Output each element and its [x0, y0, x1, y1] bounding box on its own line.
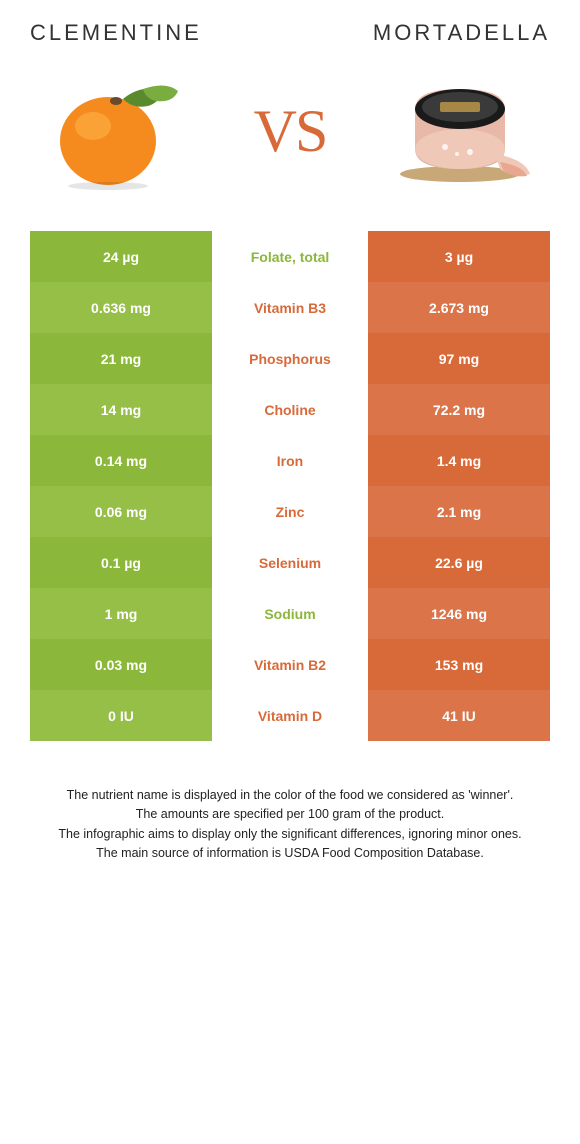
- nutrient-label: Choline: [212, 384, 368, 435]
- left-food-title: CLEMENTINE: [30, 20, 202, 46]
- footer-notes: The nutrient name is displayed in the co…: [30, 786, 550, 864]
- right-value: 22.6 µg: [368, 537, 550, 588]
- right-value: 3 µg: [368, 231, 550, 282]
- table-row: 21 mgPhosphorus97 mg: [30, 333, 550, 384]
- right-value: 72.2 mg: [368, 384, 550, 435]
- footer-line: The main source of information is USDA F…: [35, 844, 545, 863]
- images-row: VS: [30, 71, 550, 191]
- right-value: 41 IU: [368, 690, 550, 741]
- table-row: 0 IUVitamin D41 IU: [30, 690, 550, 741]
- left-value: 0.14 mg: [30, 435, 212, 486]
- clementine-image: [40, 71, 195, 191]
- right-value: 97 mg: [368, 333, 550, 384]
- left-value: 1 mg: [30, 588, 212, 639]
- left-value: 0.636 mg: [30, 282, 212, 333]
- nutrient-label: Selenium: [212, 537, 368, 588]
- nutrient-label: Phosphorus: [212, 333, 368, 384]
- vs-label: VS: [254, 97, 327, 166]
- right-value: 2.673 mg: [368, 282, 550, 333]
- mortadella-image: [385, 71, 540, 191]
- table-row: 24 µgFolate, total3 µg: [30, 231, 550, 282]
- footer-line: The infographic aims to display only the…: [35, 825, 545, 844]
- right-food-title: MORTADELLA: [373, 20, 550, 46]
- right-value: 2.1 mg: [368, 486, 550, 537]
- table-row: 0.06 mgZinc2.1 mg: [30, 486, 550, 537]
- footer-line: The amounts are specified per 100 gram o…: [35, 805, 545, 824]
- mortadella-icon: [385, 74, 540, 189]
- table-row: 0.636 mgVitamin B32.673 mg: [30, 282, 550, 333]
- nutrient-table: 24 µgFolate, total3 µg0.636 mgVitamin B3…: [30, 231, 550, 741]
- table-row: 14 mgCholine72.2 mg: [30, 384, 550, 435]
- clementine-icon: [48, 71, 188, 191]
- left-value: 14 mg: [30, 384, 212, 435]
- left-value: 21 mg: [30, 333, 212, 384]
- nutrient-label: Sodium: [212, 588, 368, 639]
- table-row: 0.1 µgSelenium22.6 µg: [30, 537, 550, 588]
- nutrient-label: Iron: [212, 435, 368, 486]
- left-value: 0.03 mg: [30, 639, 212, 690]
- nutrient-label: Folate, total: [212, 231, 368, 282]
- right-value: 1246 mg: [368, 588, 550, 639]
- left-value: 0 IU: [30, 690, 212, 741]
- nutrient-label: Vitamin B2: [212, 639, 368, 690]
- footer-line: The nutrient name is displayed in the co…: [35, 786, 545, 805]
- left-value: 0.06 mg: [30, 486, 212, 537]
- left-value: 0.1 µg: [30, 537, 212, 588]
- right-value: 1.4 mg: [368, 435, 550, 486]
- table-row: 0.03 mgVitamin B2153 mg: [30, 639, 550, 690]
- nutrient-label: Vitamin D: [212, 690, 368, 741]
- table-row: 1 mgSodium1246 mg: [30, 588, 550, 639]
- nutrient-label: Vitamin B3: [212, 282, 368, 333]
- left-value: 24 µg: [30, 231, 212, 282]
- table-row: 0.14 mgIron1.4 mg: [30, 435, 550, 486]
- nutrient-label: Zinc: [212, 486, 368, 537]
- right-value: 153 mg: [368, 639, 550, 690]
- header: CLEMENTINE MORTADELLA: [30, 20, 550, 46]
